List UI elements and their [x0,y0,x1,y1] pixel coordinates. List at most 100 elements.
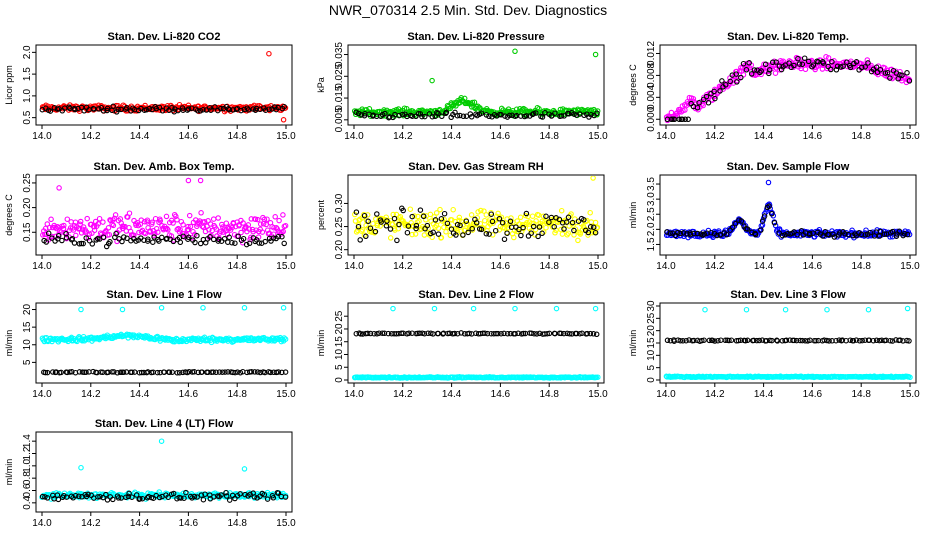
cal-data-point [821,337,827,343]
panel-title: Stan. Dev. Amb. Box Temp. [94,161,235,173]
cal-data-point [232,240,238,246]
panel-title: Stan. Dev. Line 1 Flow [106,289,222,301]
y-tick-label: 0.004 [646,84,657,109]
panel-title: Stan. Dev. Li-820 Pressure [407,31,544,43]
cal-data-point [740,60,747,67]
cal-data-point [767,337,773,344]
outlier-point [904,305,911,312]
data-point [558,226,564,233]
cal-data-point [145,236,151,242]
cal-data-point [63,494,70,500]
cal-data-point [712,95,718,102]
cal-data-point [683,337,689,344]
x-tick-label: 14.2 [81,261,101,272]
cal-data-point [543,213,549,220]
cal-data-point [558,330,564,337]
cal-data-point [267,369,274,376]
y-tick-label: 1.0 [22,88,33,102]
data-point [220,229,226,235]
cal-data-point [279,233,285,240]
data-point [91,223,98,230]
cal-data-point [870,337,877,344]
cal-data-point [847,337,854,343]
cal-data-point [518,113,524,119]
outlier-point [266,50,272,57]
x-tick-label: 14.2 [81,131,101,142]
data-point [515,228,522,235]
plot-frame [347,44,605,126]
data-point [281,335,287,341]
cal-data-point [262,238,268,245]
cal-data-point [751,67,758,73]
cal-data-point [566,111,572,117]
cal-data-point [100,494,106,501]
cal-data-point [786,60,792,66]
cal-data-point [207,233,213,240]
outlier-point [158,438,165,444]
data-point [238,229,244,236]
cal-data-point [906,338,912,344]
cal-data-point [758,68,764,74]
cal-data-point [116,236,122,242]
y-tick-label: 20 [22,304,33,316]
points-group [352,176,601,244]
x-tick-label: 14.6 [491,389,511,400]
data-point [594,224,601,231]
cal-data-point [571,227,577,234]
data-point [152,230,158,237]
x-tick-label: 15.0 [588,261,608,272]
x-tick-label: 14.4 [130,261,150,272]
cal-data-point [454,221,461,228]
cal-data-point [899,72,905,79]
cal-data-point [363,233,369,240]
cal-data-point [539,114,546,120]
cal-data-point [357,237,363,243]
x-tick-label: 14.8 [227,131,247,142]
cal-data-point [58,369,64,376]
cal-data-point [757,69,763,76]
cal-data-point [460,113,467,120]
cal-data-point [581,112,587,119]
data-point [186,212,193,219]
y-axis-label: ml/min [628,202,638,229]
panel-8: Stan. Dev. Line 2 Flow ml/min 14.0 14.2 14.4… [316,289,608,400]
cal-data-point [262,107,269,113]
cal-data-point [552,110,558,116]
cal-data-point [853,59,860,65]
cal-data-point [769,211,775,217]
cal-data-point [679,116,686,123]
cal-data-point [192,239,198,246]
data-point [435,225,442,232]
data-point [165,227,171,233]
cal-data-point [53,369,59,375]
data-point [105,225,112,231]
cal-data-point [357,331,364,337]
cal-data-point [164,235,170,242]
cal-data-point [409,213,415,220]
cal-data-point [83,235,89,241]
cal-data-point [100,108,107,114]
cal-data-point [71,240,78,246]
cal-data-point [415,110,422,117]
cal-data-point [460,232,466,238]
data-point [257,221,264,227]
cal-data-point [170,490,177,497]
cal-data-point [664,337,671,344]
data-point [361,232,368,238]
cal-data-point [358,112,365,118]
cal-data-point [166,369,173,376]
y-tick-label: 0.8 [22,471,33,485]
cal-data-point [248,369,255,375]
cal-data-point [680,338,686,344]
cal-data-point [421,330,428,337]
cal-data-point [210,236,217,243]
cal-data-point [223,489,229,496]
cal-data-point [275,233,282,240]
cal-data-point [734,79,740,85]
cal-data-point [501,330,507,337]
cal-data-point [463,218,470,224]
outlier-point [865,306,872,313]
x-tick-label: 14.2 [705,131,725,142]
cal-data-point [405,223,412,229]
data-point [215,215,221,221]
